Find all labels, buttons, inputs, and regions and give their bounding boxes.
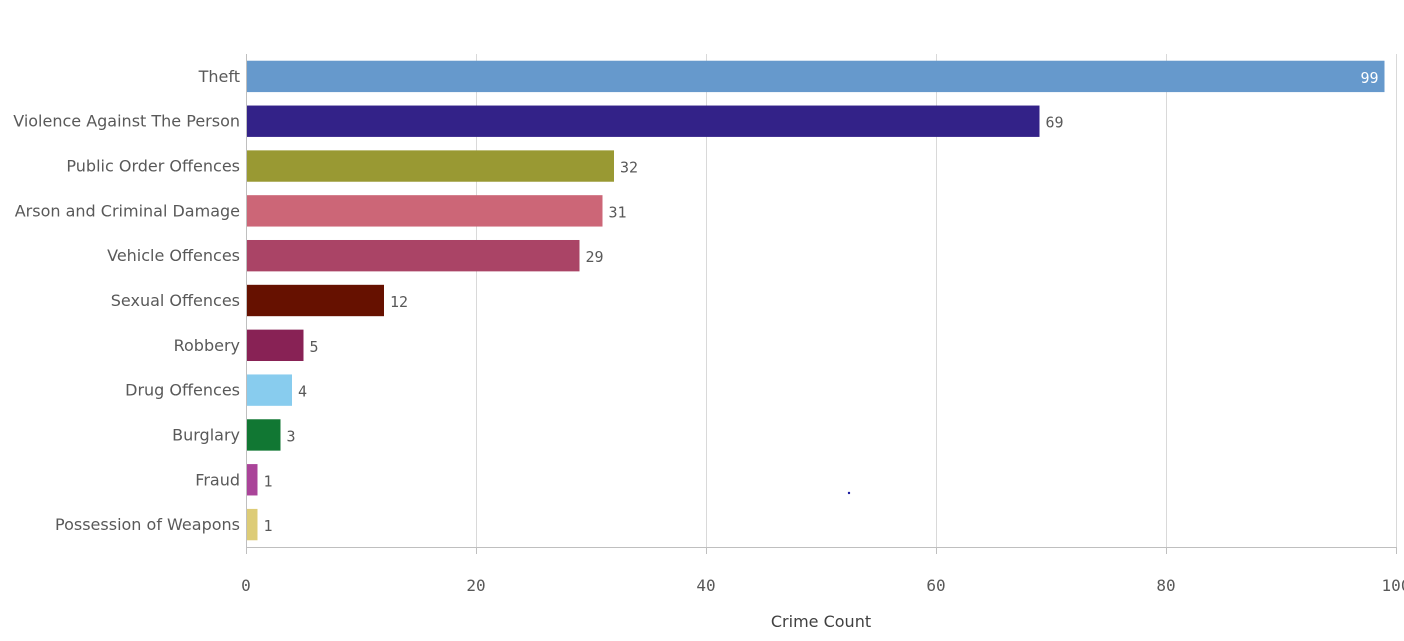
category-label: Theft bbox=[198, 67, 240, 86]
data-label: 3 bbox=[287, 427, 296, 445]
category-label: Burglary bbox=[172, 425, 240, 444]
data-label: 12 bbox=[390, 293, 408, 311]
data-label: 29 bbox=[586, 248, 604, 266]
category-label: Sexual Offences bbox=[111, 291, 240, 310]
x-tick-label: 20 bbox=[466, 576, 485, 595]
category-label: Violence Against The Person bbox=[13, 112, 240, 131]
bar bbox=[247, 374, 292, 406]
bar bbox=[247, 419, 281, 451]
bar bbox=[247, 464, 258, 496]
category-label: Robbery bbox=[174, 336, 240, 355]
category-label: Fraud bbox=[195, 470, 240, 489]
category-label: Possession of Weapons bbox=[55, 515, 240, 534]
bar bbox=[247, 284, 384, 317]
x-tick-label: 80 bbox=[1156, 576, 1175, 595]
x-tick-label: 100 bbox=[1382, 576, 1404, 595]
data-label: 69 bbox=[1046, 114, 1064, 132]
x-tick-label: 60 bbox=[926, 576, 945, 595]
x-axis-title: Crime Count bbox=[771, 612, 871, 631]
bar bbox=[247, 60, 1385, 93]
bars bbox=[247, 60, 1385, 541]
bar bbox=[247, 150, 614, 182]
data-label: 32 bbox=[620, 159, 638, 177]
data-label: 5 bbox=[310, 338, 319, 356]
bar bbox=[247, 508, 258, 541]
stray-dot bbox=[847, 491, 851, 495]
category-label: Vehicle Offences bbox=[107, 246, 240, 265]
bar bbox=[247, 195, 603, 227]
category-label: Drug Offences bbox=[125, 381, 240, 400]
x-tick-label: 40 bbox=[696, 576, 715, 595]
x-axis-ticks: 0 20 40 60 80 100 bbox=[241, 547, 1404, 595]
category-label: Public Order Offences bbox=[66, 157, 240, 176]
x-tick-label: 0 bbox=[241, 576, 251, 595]
bar bbox=[247, 329, 304, 362]
data-label: 1 bbox=[264, 517, 273, 535]
data-label: 1 bbox=[264, 472, 273, 490]
category-labels: Theft Violence Against The Person Public O… bbox=[13, 67, 240, 534]
data-label: 31 bbox=[609, 203, 627, 221]
category-label: Arson and Criminal Damage bbox=[15, 201, 240, 220]
bar bbox=[247, 105, 1040, 137]
bar bbox=[247, 239, 580, 272]
data-label: 4 bbox=[298, 383, 307, 401]
data-label: 99 bbox=[1360, 69, 1378, 87]
